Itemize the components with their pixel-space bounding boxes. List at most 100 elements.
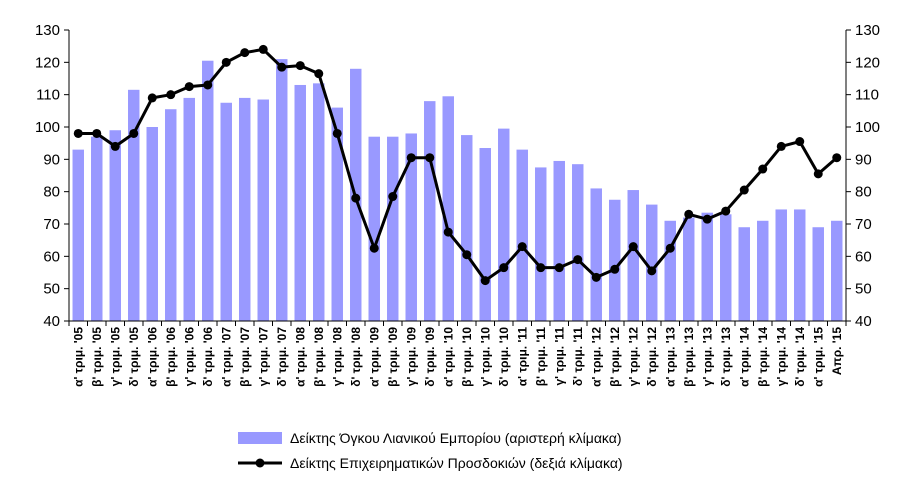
bar: [276, 59, 288, 321]
bar: [183, 97, 195, 322]
line-point: [240, 48, 250, 58]
line-point: [147, 93, 157, 103]
line-point: [443, 227, 453, 237]
x-tick-label: δ' τριμ. '08: [349, 327, 363, 387]
x-tick-label: α' τριμ. '13: [663, 327, 677, 387]
x-tick-label: δ' τριμ. '06: [201, 327, 215, 387]
line-point: [721, 206, 731, 216]
bar: [812, 227, 824, 321]
line-point: [129, 128, 139, 138]
bar: [609, 199, 621, 321]
x-tick-label: γ' τριμ. '14: [774, 327, 788, 387]
x-tick-label: α' τριμ. '06: [145, 327, 159, 387]
right-tick-label: 90: [855, 151, 872, 168]
right-tick-label: 50: [855, 281, 872, 298]
x-tick-label: δ' τριμ. '14: [793, 327, 807, 387]
legend-swatch-bar: [238, 432, 282, 444]
line-point: [295, 61, 305, 71]
line-point: [517, 242, 527, 252]
left-tick-label: 130: [35, 22, 60, 39]
line-point: [628, 242, 638, 252]
bar: [128, 89, 140, 321]
x-tick-label: γ' τριμ. '13: [700, 327, 714, 387]
x-tick-label: γ' τριμ. '10: [478, 327, 492, 387]
bar: [387, 136, 399, 321]
line-point: [665, 243, 675, 253]
x-tick-label: β' τριμ. '06: [164, 327, 178, 387]
line-point: [758, 164, 768, 174]
x-tick-label: δ' τριμ. '09: [423, 327, 437, 387]
x-tick-label: γ' τριμ. '11: [552, 327, 566, 386]
x-tick-label: β' τριμ. '08: [312, 327, 326, 387]
x-tick-label: α' τριμ. '09: [367, 327, 381, 387]
line-point: [499, 263, 509, 273]
left-tick-label: 120: [35, 54, 60, 71]
bar: [683, 217, 695, 321]
x-tick-label: α' τριμ. '10: [441, 327, 455, 387]
bar: [831, 220, 843, 321]
line-point: [591, 272, 601, 282]
bar: [257, 99, 269, 322]
x-tick-label: α' τριμ. '12: [589, 327, 603, 387]
line-point: [221, 57, 231, 67]
line-point: [702, 214, 712, 224]
bar: [572, 164, 584, 321]
x-tick-label: α' τριμ. '05: [71, 327, 85, 387]
line-point: [462, 250, 472, 260]
line-point: [795, 137, 805, 147]
line-point: [388, 192, 398, 202]
bar: [313, 83, 325, 321]
line-point: [258, 44, 268, 54]
bar: [479, 148, 491, 321]
bar: [775, 209, 787, 321]
x-tick-label: β' τριμ. '12: [608, 327, 622, 387]
line-point: [573, 255, 583, 265]
line-point: [739, 185, 749, 195]
x-tick-label: β' τριμ. '09: [386, 327, 400, 387]
right-tick-label: 60: [855, 248, 872, 265]
bar: [738, 227, 750, 321]
bar: [720, 214, 732, 321]
x-tick-label: α' τριμ. '15: [811, 327, 825, 387]
line-point: [684, 209, 694, 219]
x-tick-label: γ' τριμ. '09: [404, 327, 418, 387]
x-tick-label: α' τριμ. '11: [515, 327, 529, 387]
line-point: [536, 263, 546, 273]
bar: [220, 102, 232, 321]
bar: [461, 135, 473, 321]
left-tick-label: 80: [43, 184, 60, 201]
legend-swatch-marker: [255, 458, 265, 468]
x-tick-label: δ' τριμ. '11: [571, 327, 585, 386]
line-series: [73, 44, 842, 286]
legend-label-bar: Δείκτης Όγκου Λιανικού Εμπορίου (αριστερ…: [290, 430, 622, 446]
x-tick-label: δ' τριμ. '07: [275, 327, 289, 387]
bar: [294, 84, 306, 321]
line-point: [184, 82, 194, 92]
x-tick-label: γ' τριμ. '05: [108, 327, 122, 387]
right-tick-label: 110: [855, 87, 879, 104]
axes: 40 50 60 70 80 90 100 110 120 130 40 50 60 70 80 90 100 1…: [35, 22, 880, 387]
bar: [368, 136, 380, 321]
bar: [627, 190, 639, 321]
x-tick-label: β' τριμ. '14: [756, 327, 770, 387]
bar: [646, 204, 658, 321]
right-tick-label: 130: [855, 22, 880, 39]
bar: [202, 60, 214, 321]
line-point: [332, 128, 342, 138]
line-point: [554, 263, 564, 273]
line-point: [610, 264, 620, 274]
x-tick-label: β' τριμ. '13: [682, 327, 696, 387]
bar: [590, 188, 602, 321]
x-tick-label: δ' τριμ. '10: [497, 327, 511, 387]
right-tick-label: 100: [855, 119, 880, 136]
x-tick-label: β' τριμ. '11: [534, 327, 548, 387]
x-tick-label: β' τριμ. '10: [460, 327, 474, 387]
bar: [239, 97, 251, 322]
x-tick-label: γ' τριμ. '06: [182, 327, 196, 387]
bar: [165, 109, 177, 321]
legend-label-line: Δείκτης Επιχειρηματικών Προσδοκιών (δεξι…: [290, 455, 623, 471]
line-point: [166, 90, 176, 100]
line-point: [277, 62, 287, 72]
bar: [553, 160, 565, 321]
x-tick-label: γ' τριμ. '08: [330, 327, 344, 387]
